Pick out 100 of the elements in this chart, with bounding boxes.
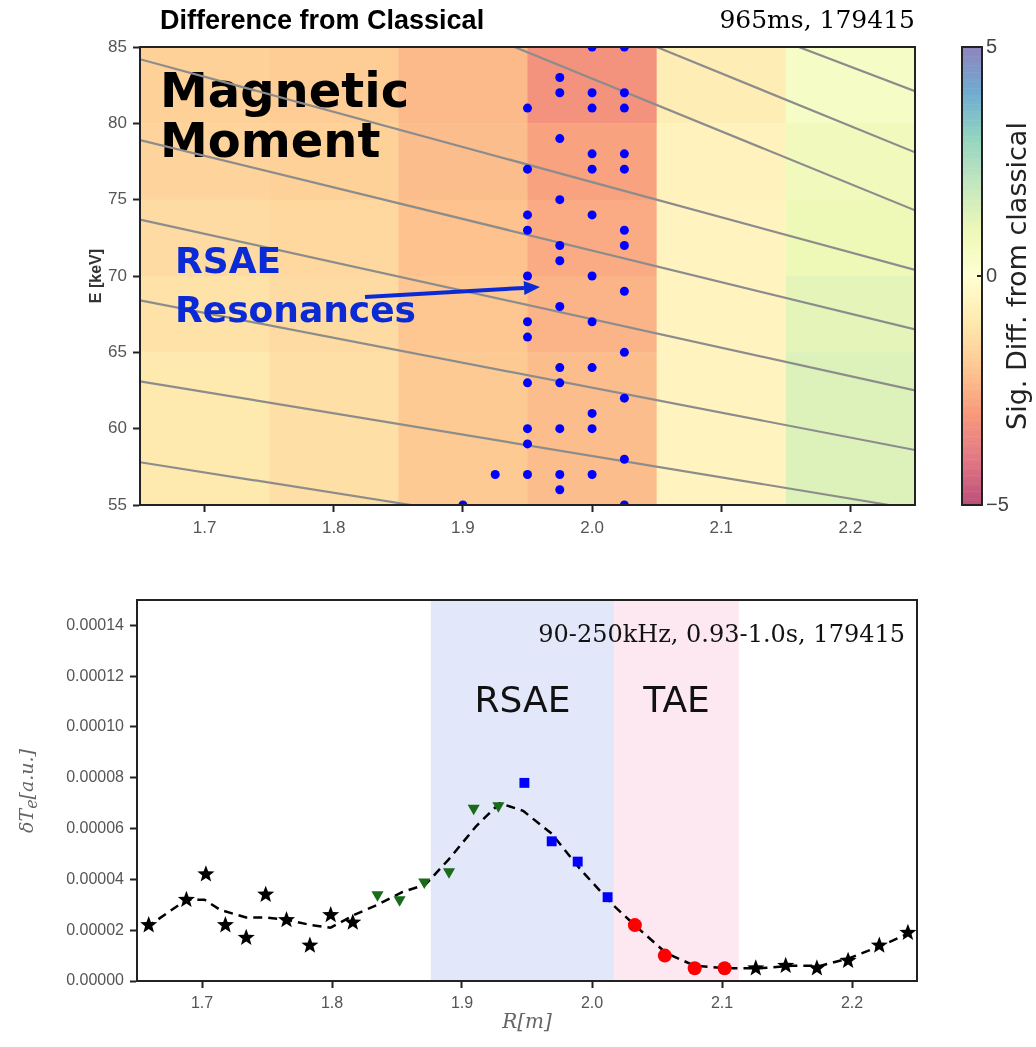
point [523,210,532,220]
x-tick-label: 1.8 [320,994,344,1012]
x-tick-label: 2.1 [710,994,734,1012]
point [555,424,565,434]
point [519,777,530,788]
band-label: RSAE [474,679,571,721]
point [619,454,629,464]
point [555,363,565,373]
point [717,961,732,976]
x-tick-label: 2.1 [709,517,734,537]
point [555,134,565,144]
point [418,878,431,889]
point [619,88,629,98]
x-tick-label: 2.2 [838,517,863,537]
point [555,240,565,250]
point [490,469,500,479]
color-bar-title: Sig. Diff. from classical [1001,122,1033,430]
point [619,103,629,113]
point [587,149,597,159]
point [523,271,532,281]
annotation: RSAE Resonances [175,239,418,332]
point [587,469,597,479]
point [546,836,557,847]
point [177,890,195,907]
chart-title: Difference from Classical [160,5,485,36]
point [587,424,597,434]
y-tick-label: 0.00004 [66,869,125,887]
point [587,88,597,98]
point [237,928,255,946]
point [619,240,629,250]
point [523,164,532,174]
point [393,896,406,907]
point [808,959,826,976]
point [442,868,456,879]
point [523,225,532,235]
point [657,948,672,963]
point [587,317,597,327]
point [619,225,629,235]
point [555,302,565,312]
y-tick-label: 75 [108,189,127,209]
y-tick-label: 0.00014 [66,615,125,633]
chart-subtitle: 965ms, 179415 [719,5,915,34]
point [322,905,340,923]
y-tick-label: 0.00000 [66,971,125,989]
y-tick-label: 70 [108,265,127,285]
point [555,378,565,388]
point [523,469,532,479]
point [216,916,234,933]
point [555,485,565,495]
y-tick-label: 0.00010 [66,717,125,735]
point [839,951,857,968]
annotation: 90-250kHz, 0.93-1.0s, 179415 [538,620,905,648]
point [619,393,629,403]
x-tick-label: 1.9 [450,994,474,1012]
color-bar-label: 5 [986,34,998,57]
annotation: Magnetic Moment [160,62,411,169]
point [371,891,384,902]
point [627,918,642,933]
point [555,73,565,83]
y-tick-label: 60 [108,418,127,438]
point [140,916,158,933]
y-tick-label: 0.00012 [66,666,125,684]
point [747,959,765,976]
point [619,149,629,159]
y-tick-label: 80 [108,113,127,133]
point [687,961,702,976]
x-axis-title: R[m] [502,1009,552,1033]
point [523,439,532,449]
point [587,408,597,418]
x-tick-label: 2.0 [580,994,604,1012]
point [467,804,480,816]
y-tick-label: 85 [108,36,127,56]
point [523,332,532,342]
point [523,424,532,434]
point [619,347,629,357]
color-bar-label: 0 [986,263,998,286]
point [277,911,296,928]
point [301,936,319,953]
point [555,195,565,205]
color-bar-label: −5 [986,492,1009,515]
x-tick-label: 2.0 [580,517,604,537]
point [870,936,888,953]
point [619,286,629,296]
y-tick-label: 65 [108,342,127,362]
point [619,164,629,174]
point [197,865,215,882]
x-tick-label: 1.7 [190,994,214,1012]
point [777,956,795,974]
x-tick-label: 1.9 [451,517,475,537]
y-tick-label: 55 [108,494,127,514]
point [587,103,597,113]
point [587,271,597,281]
y-tick-label: 0.00008 [66,768,125,786]
x-tick-label: 2.2 [840,994,864,1012]
x-tick-label: 1.7 [192,517,217,537]
point [257,885,275,902]
band-label: TAE [642,679,710,721]
point [587,210,597,220]
point [555,256,565,266]
y-tick-label: 0.00006 [66,819,125,837]
